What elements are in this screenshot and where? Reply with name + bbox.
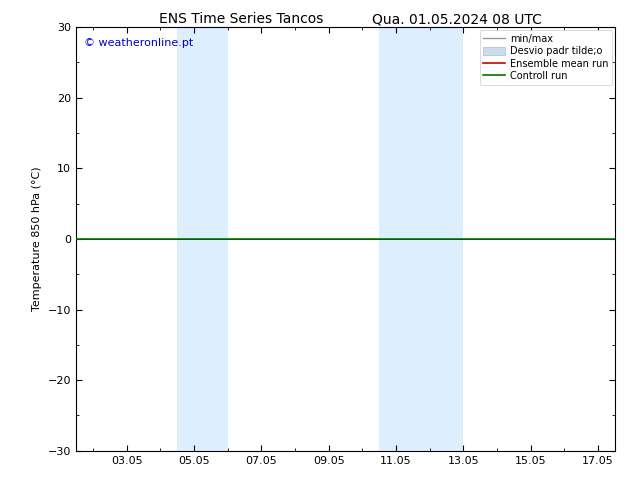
Y-axis label: Temperature 850 hPa (°C): Temperature 850 hPa (°C) — [32, 167, 42, 311]
Text: © weatheronline.pt: © weatheronline.pt — [84, 38, 193, 48]
Text: Qua. 01.05.2024 08 UTC: Qua. 01.05.2024 08 UTC — [372, 12, 541, 26]
Bar — [379, 27, 463, 451]
Bar — [177, 27, 228, 451]
Text: ENS Time Series Tancos: ENS Time Series Tancos — [158, 12, 323, 26]
Legend: min/max, Desvio padr tilde;o, Ensemble mean run, Controll run: min/max, Desvio padr tilde;o, Ensemble m… — [479, 30, 612, 85]
